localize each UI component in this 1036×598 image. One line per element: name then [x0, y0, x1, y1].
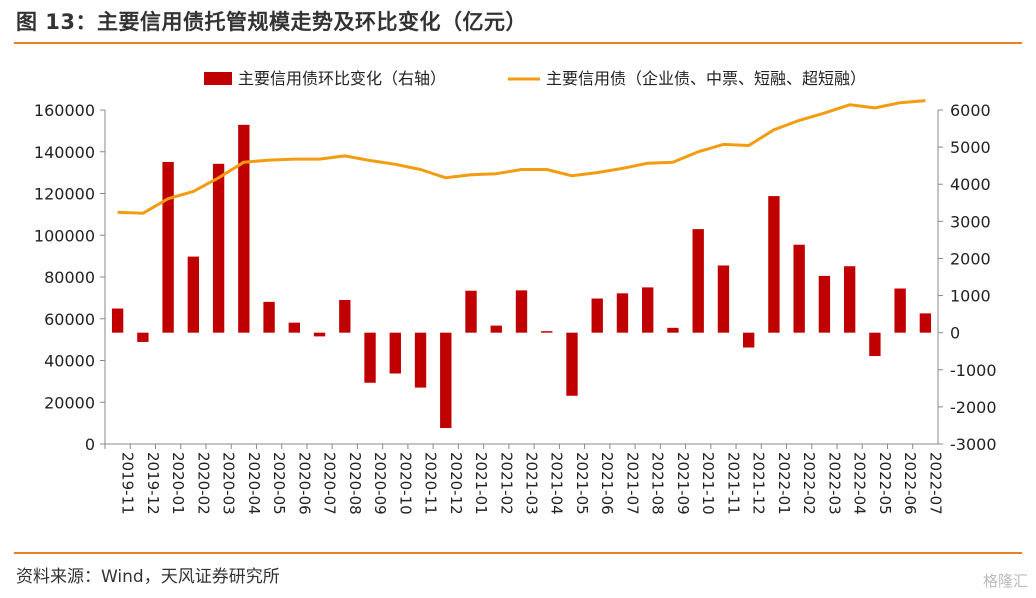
bar [591, 298, 603, 333]
bar [793, 244, 805, 333]
bar [137, 332, 149, 342]
bar [642, 287, 654, 333]
right-tick-label: 1000 [950, 287, 991, 306]
bar [212, 163, 225, 333]
x-tick-label: 2020-07 [321, 452, 339, 515]
x-tick-label: 2019-12 [144, 452, 162, 515]
x-tick-label: 2021-04 [548, 452, 566, 515]
bar-series [111, 124, 932, 429]
right-tick-label: -3000 [950, 435, 997, 454]
bar [187, 256, 200, 333]
bar [566, 332, 578, 396]
x-tick-label: 2022-07 [926, 452, 944, 515]
right-tick-label: 5000 [950, 138, 991, 157]
bar [743, 332, 755, 348]
left-tick-label: 60000 [44, 310, 95, 329]
bar [843, 266, 856, 333]
x-tick-label: 2019-11 [119, 452, 137, 515]
bar [111, 308, 124, 333]
right-tick-label: 0 [950, 324, 960, 343]
legend-line-label: 主要信用债（企业债、中票、短融、超短融） [546, 69, 866, 88]
bar [313, 332, 326, 337]
x-tick-label: 2020-11 [422, 452, 440, 515]
x-tick-label: 2021-01 [472, 452, 490, 515]
x-tick-label: 2021-09 [674, 452, 692, 515]
bar [894, 288, 906, 333]
bar [616, 293, 629, 333]
x-tick-label: 2021-10 [699, 452, 717, 515]
x-tick-label: 2022-04 [851, 452, 869, 515]
x-tick-label: 2020-12 [447, 452, 465, 515]
bar [717, 265, 730, 333]
bar [768, 196, 780, 333]
watermark-logo: 格隆汇 [982, 572, 1028, 590]
x-tick-label: 2020-05 [270, 452, 288, 515]
bar [515, 290, 528, 333]
x-tick-label: 2020-01 [169, 452, 187, 515]
bar [389, 332, 401, 374]
bar [414, 332, 427, 388]
bar [818, 275, 831, 333]
bar [288, 322, 300, 333]
x-tick-label: 2021-05 [573, 452, 591, 515]
right-tick-label: 4000 [950, 175, 991, 194]
footer-divider [14, 552, 1022, 554]
x-tick-label: 2021-06 [598, 452, 616, 515]
left-tick-label: 140000 [34, 143, 95, 162]
bar [263, 301, 275, 333]
bar [919, 313, 932, 333]
right-tick-label: 6000 [950, 101, 991, 120]
left-tick-label: 160000 [34, 101, 95, 120]
x-tick-label: 2021-03 [523, 452, 541, 515]
right-tick-label: 3000 [950, 212, 991, 231]
left-tick-label: 20000 [44, 393, 95, 412]
legend-bar-swatch [204, 72, 232, 85]
x-tick-label: 2022-03 [825, 452, 843, 515]
bar [692, 229, 704, 333]
left-tick-label: 80000 [44, 268, 95, 287]
left-tick-label: 0 [85, 435, 95, 454]
x-tick-label: 2020-02 [194, 452, 212, 515]
x-tick-label: 2020-03 [220, 452, 238, 515]
bar [490, 325, 502, 333]
left-tick-label: 40000 [44, 352, 95, 371]
bar [869, 332, 881, 357]
x-tick-label: 2021-11 [724, 452, 742, 515]
bar [440, 332, 452, 429]
bar [541, 331, 553, 333]
x-tick-label: 2020-06 [295, 452, 313, 515]
right-tick-label: 2000 [950, 249, 991, 268]
x-tick-label: 2020-10 [396, 452, 414, 515]
title-divider [14, 42, 1022, 44]
right-tick-label: -2000 [950, 398, 997, 417]
bar [162, 161, 174, 333]
legend-bar-label: 主要信用债环比变化（右轴） [238, 69, 446, 88]
bar [238, 124, 250, 333]
right-tick-label: -1000 [950, 361, 997, 380]
left-tick-label: 100000 [34, 226, 95, 245]
x-tick-label: 2020-08 [346, 452, 364, 515]
x-tick-label: 2022-02 [800, 452, 818, 515]
left-tick-label: 120000 [34, 185, 95, 204]
x-tick-label: 2022-06 [901, 452, 919, 515]
x-tick-label: 2021-12 [750, 452, 768, 515]
bar [667, 327, 679, 333]
bar [339, 300, 351, 333]
x-tick-label: 2021-07 [623, 452, 641, 515]
x-tick-label: 2020-09 [371, 452, 389, 515]
line-series [117, 99, 926, 215]
bar [364, 332, 376, 383]
x-tick-label: 2022-05 [876, 452, 894, 515]
legend: 主要信用债环比变化（右轴） 主要信用债（企业债、中票、短融、超短融） [204, 69, 866, 88]
bar [465, 290, 477, 333]
chart-title: 图 13：主要信用债托管规模走势及环比变化（亿元） [16, 10, 528, 34]
x-tick-label: 2021-08 [649, 452, 667, 515]
x-tick-label: 2022-01 [775, 452, 793, 515]
x-tick-label: 2021-02 [497, 452, 515, 515]
source-note: 资料来源：Wind，天风证券研究所 [16, 567, 280, 587]
axes: 0200004000060000800001000001200001400001… [34, 101, 997, 515]
x-tick-label: 2020-04 [245, 452, 263, 515]
